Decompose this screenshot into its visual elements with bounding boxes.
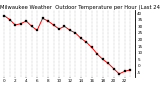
Text: Milwaukee Weather  Outdoor Temperature per Hour (Last 24 Hours): Milwaukee Weather Outdoor Temperature pe… [0, 5, 160, 10]
